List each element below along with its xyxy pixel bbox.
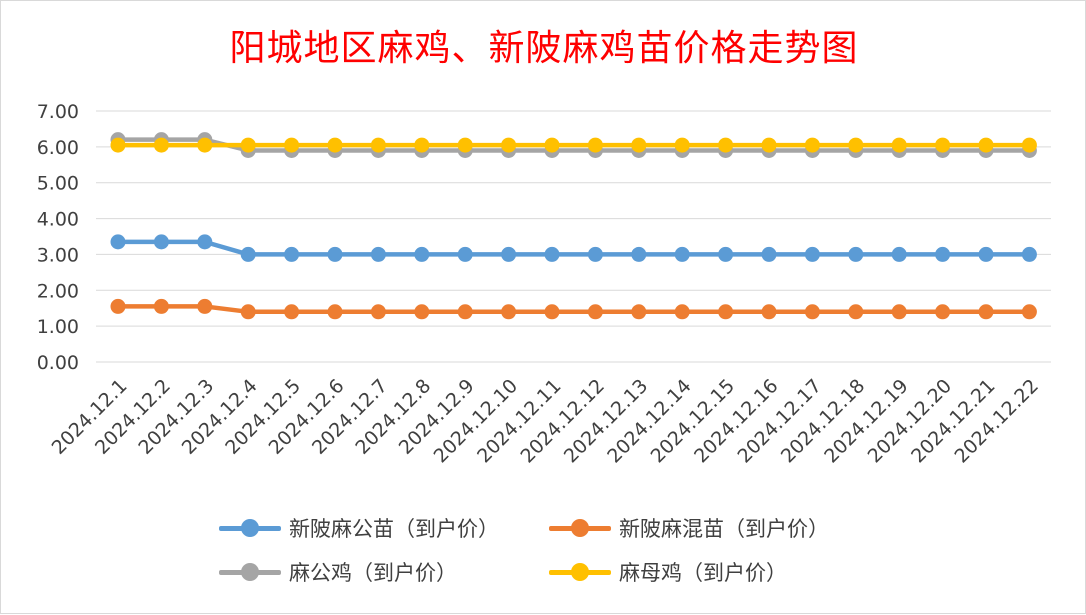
data-point [501,246,517,262]
data-point [718,304,734,320]
data-point [414,246,430,262]
data-point [848,304,864,320]
y-tick-label: 1.00 [37,316,79,338]
data-point [587,246,603,262]
data-point [761,137,777,153]
legend-item-mixed-chick-orange: 新陂麻混苗（到户价） [549,513,869,543]
data-point [153,298,169,314]
data-point [544,304,560,320]
series-line [118,304,1030,315]
series-line [118,239,1030,257]
data-point [848,246,864,262]
data-point [457,137,473,153]
data-point [240,137,256,153]
data-point [891,304,907,320]
data-point [631,246,647,262]
data-point [1021,137,1037,153]
data-point [804,304,820,320]
data-point [327,304,343,320]
data-point [804,246,820,262]
data-point [935,304,951,320]
data-point [370,304,386,320]
data-point [804,137,820,153]
y-tick-label: 4.00 [37,209,79,231]
data-point [501,137,517,153]
y-tick-label: 2.00 [37,280,79,302]
data-point [457,304,473,320]
data-point [284,304,300,320]
data-point [978,304,994,320]
data-point [153,137,169,153]
y-axis-ticks: 0.00 1.00 2.00 3.00 4.00 5.00 6.00 7.00 [37,101,79,374]
y-tick-label: 7.00 [37,101,79,123]
data-point [327,137,343,153]
data-point [631,137,647,153]
data-point [891,246,907,262]
legend-item-rooster: 麻公鸡（到户价） [219,557,549,587]
data-point [240,304,256,320]
data-point [110,298,126,314]
chart-title: 阳城地区麻鸡、新陂麻鸡苗价格走势图 [229,28,859,69]
data-point [110,137,126,153]
data-point [935,137,951,153]
legend-label: 新陂麻公苗（到户价） [289,517,499,541]
data-point [761,304,777,320]
data-point [110,234,126,250]
series-line [118,137,1030,153]
data-point [587,137,603,153]
data-point [370,246,386,262]
data-point [197,234,213,250]
data-point [1021,304,1037,320]
legend-item-mixed-chick: 新陂麻公苗（到户价） [219,513,549,543]
data-point [501,304,517,320]
data-point [1021,246,1037,262]
legend-swatch-yellow [549,557,611,587]
legend-swatch-gray [219,557,281,587]
data-point [761,246,777,262]
data-point [718,246,734,262]
data-point [414,137,430,153]
data-point [978,137,994,153]
y-tick-label: 5.00 [37,173,79,195]
data-point [197,137,213,153]
data-point [197,298,213,314]
series-group [110,132,1037,320]
data-point [284,137,300,153]
data-point [674,246,690,262]
data-point [848,137,864,153]
legend-swatch-orange [549,513,611,543]
data-point [153,234,169,250]
data-point [544,246,560,262]
data-point [457,246,473,262]
data-point [718,137,734,153]
legend-label: 新陂麻混苗（到户价） [619,517,829,541]
data-point [978,246,994,262]
y-tick-label: 0.00 [37,352,79,374]
data-point [674,304,690,320]
legend-item-hen: 麻母鸡（到户价） [549,557,869,587]
data-point [414,304,430,320]
data-point [327,246,343,262]
data-point [544,137,560,153]
data-point [631,304,647,320]
legend-label: 麻母鸡（到户价） [619,561,787,585]
legend: 新陂麻公苗（到户价） 新陂麻混苗（到户价） 麻公鸡（到户价） 麻母鸡（到户价） [219,513,869,587]
data-point [370,137,386,153]
data-point [935,246,951,262]
x-axis-ticks: 2024.12.12024.12.22024.12.32024.12.42024… [48,375,1043,467]
data-point [284,246,300,262]
data-point [891,137,907,153]
data-point [240,246,256,262]
y-tick-label: 3.00 [37,244,79,266]
data-point [674,137,690,153]
legend-label: 麻公鸡（到户价） [289,561,457,585]
data-point [587,304,603,320]
legend-swatch-blue [219,513,281,543]
y-tick-label: 6.00 [37,137,79,159]
